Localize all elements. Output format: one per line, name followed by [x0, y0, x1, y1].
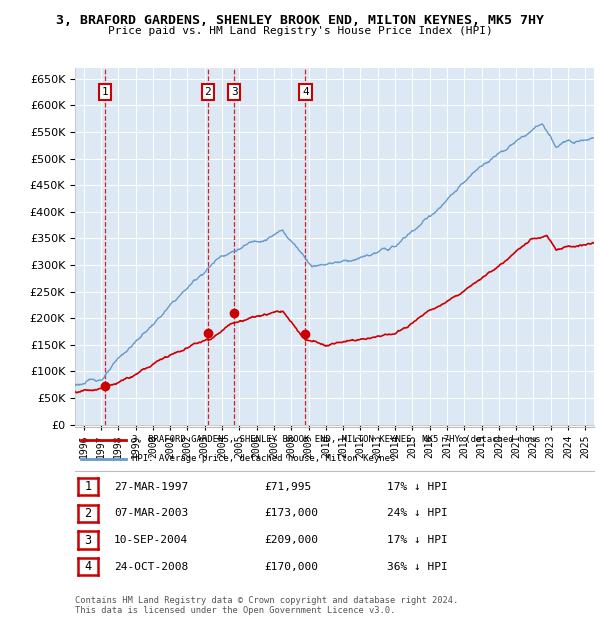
- Text: 4: 4: [85, 560, 91, 573]
- Text: 27-MAR-1997: 27-MAR-1997: [114, 482, 188, 492]
- Text: 3, BRAFORD GARDENS, SHENLEY BROOK END, MILTON KEYNES, MK5 7HY: 3, BRAFORD GARDENS, SHENLEY BROOK END, M…: [56, 14, 544, 27]
- Text: 2: 2: [205, 87, 211, 97]
- Text: 1: 1: [101, 87, 109, 97]
- Text: 17% ↓ HPI: 17% ↓ HPI: [387, 535, 448, 545]
- Text: 3: 3: [231, 87, 238, 97]
- Text: 3, BRAFORD GARDENS, SHENLEY BROOK END, MILTON KEYNES, MK5 7HY (detached hous: 3, BRAFORD GARDENS, SHENLEY BROOK END, M…: [132, 435, 541, 445]
- Text: £170,000: £170,000: [264, 562, 318, 572]
- Text: 36% ↓ HPI: 36% ↓ HPI: [387, 562, 448, 572]
- Text: £173,000: £173,000: [264, 508, 318, 518]
- Text: Contains HM Land Registry data © Crown copyright and database right 2024.
This d: Contains HM Land Registry data © Crown c…: [75, 596, 458, 615]
- Text: 4: 4: [302, 87, 309, 97]
- Text: 10-SEP-2004: 10-SEP-2004: [114, 535, 188, 545]
- Text: 3: 3: [85, 534, 91, 546]
- Text: 2: 2: [85, 507, 91, 520]
- Text: 24-OCT-2008: 24-OCT-2008: [114, 562, 188, 572]
- Text: 1: 1: [85, 480, 91, 493]
- Text: 17% ↓ HPI: 17% ↓ HPI: [387, 482, 448, 492]
- Text: 24% ↓ HPI: 24% ↓ HPI: [387, 508, 448, 518]
- Text: 07-MAR-2003: 07-MAR-2003: [114, 508, 188, 518]
- Text: £209,000: £209,000: [264, 535, 318, 545]
- Text: £71,995: £71,995: [264, 482, 311, 492]
- Text: HPI: Average price, detached house, Milton Keynes: HPI: Average price, detached house, Milt…: [132, 454, 395, 463]
- Text: Price paid vs. HM Land Registry's House Price Index (HPI): Price paid vs. HM Land Registry's House …: [107, 26, 493, 36]
